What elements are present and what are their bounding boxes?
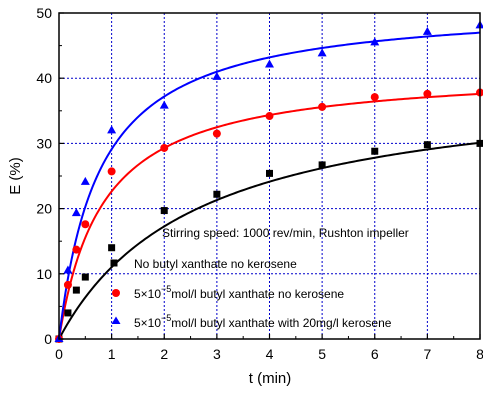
data-point-circle [318, 102, 327, 111]
data-point-circle [423, 89, 432, 98]
data-point-circle [63, 280, 72, 289]
data-point-circle [265, 112, 274, 121]
x-tick-label: 8 [476, 346, 483, 362]
x-axis-label: t (min) [249, 370, 292, 387]
data-point-circle [72, 245, 81, 254]
data-point-square [266, 169, 273, 177]
data-point-triangle [212, 71, 222, 80]
data-point-square [371, 147, 379, 155]
data-point-square [108, 244, 116, 252]
data-markers [54, 20, 483, 343]
fit-curve-square [58, 141, 481, 340]
legend-marker-triangle [111, 316, 121, 324]
y-axis-label: E (%) [7, 157, 24, 195]
x-tick-label: 6 [371, 346, 379, 362]
x-tick-label: 3 [213, 346, 221, 362]
data-point-triangle [159, 100, 169, 109]
legend: No butyl xanthate no kerosene 5×10−5mol/… [110, 257, 392, 330]
data-point-triangle [422, 26, 432, 35]
legend-label-1: 5×10−5mol/l butyl xanthate no kerosene [134, 284, 344, 301]
legend-marker-circle [112, 289, 120, 297]
y-tick-label: 50 [36, 5, 52, 21]
data-point-triangle [317, 48, 327, 57]
data-point-triangle [71, 208, 81, 217]
data-point-square [81, 273, 89, 281]
legend-entry-2: 5×10−5mol/l butyl xanthate with 20mg/l k… [111, 313, 392, 330]
chart-annotation: Stirring speed: 1000 rev/min, Rushton im… [162, 226, 409, 240]
data-point-circle [107, 167, 116, 176]
x-tick-label: 5 [318, 346, 326, 362]
data-point-circle [81, 220, 90, 229]
data-point-circle [370, 93, 379, 102]
legend-entry-0: No butyl xanthate no kerosene [110, 257, 297, 271]
legend-label-0: No butyl xanthate no kerosene [134, 257, 297, 271]
data-point-square [64, 309, 72, 317]
data-point-triangle [80, 176, 90, 185]
data-point-square [72, 286, 80, 294]
data-point-square [160, 207, 168, 215]
x-tick-label: 1 [108, 346, 116, 362]
legend-marker-square [110, 259, 118, 267]
fit-curve-triangle [58, 31, 481, 340]
data-point-triangle [107, 125, 117, 134]
axis-ticks [58, 12, 481, 340]
y-tick-label: 0 [44, 331, 52, 347]
y-tick-label: 10 [36, 266, 52, 282]
x-tick-label: 2 [160, 346, 168, 362]
x-tick-label: 4 [266, 346, 274, 362]
data-point-circle [212, 129, 221, 138]
data-point-square [318, 161, 326, 169]
y-tick-label: 20 [36, 201, 52, 217]
x-tick-label: 7 [423, 346, 431, 362]
data-point-square [423, 141, 431, 149]
y-tick-label: 30 [36, 135, 52, 151]
y-tick-label: 40 [36, 70, 52, 86]
legend-entry-1: 5×10−5mol/l butyl xanthate no kerosene [112, 284, 344, 301]
data-point-square [213, 190, 221, 198]
data-point-triangle [370, 37, 380, 46]
legend-label-2: 5×10−5mol/l butyl xanthate with 20mg/l k… [134, 313, 392, 330]
data-point-triangle [63, 265, 73, 274]
tick-labels: 0 1 2 3 4 5 6 7 8 0 10 20 30 40 50 [36, 5, 483, 362]
data-point-circle [160, 143, 169, 152]
x-tick-label: 0 [55, 346, 63, 362]
data-point-triangle [265, 59, 274, 68]
